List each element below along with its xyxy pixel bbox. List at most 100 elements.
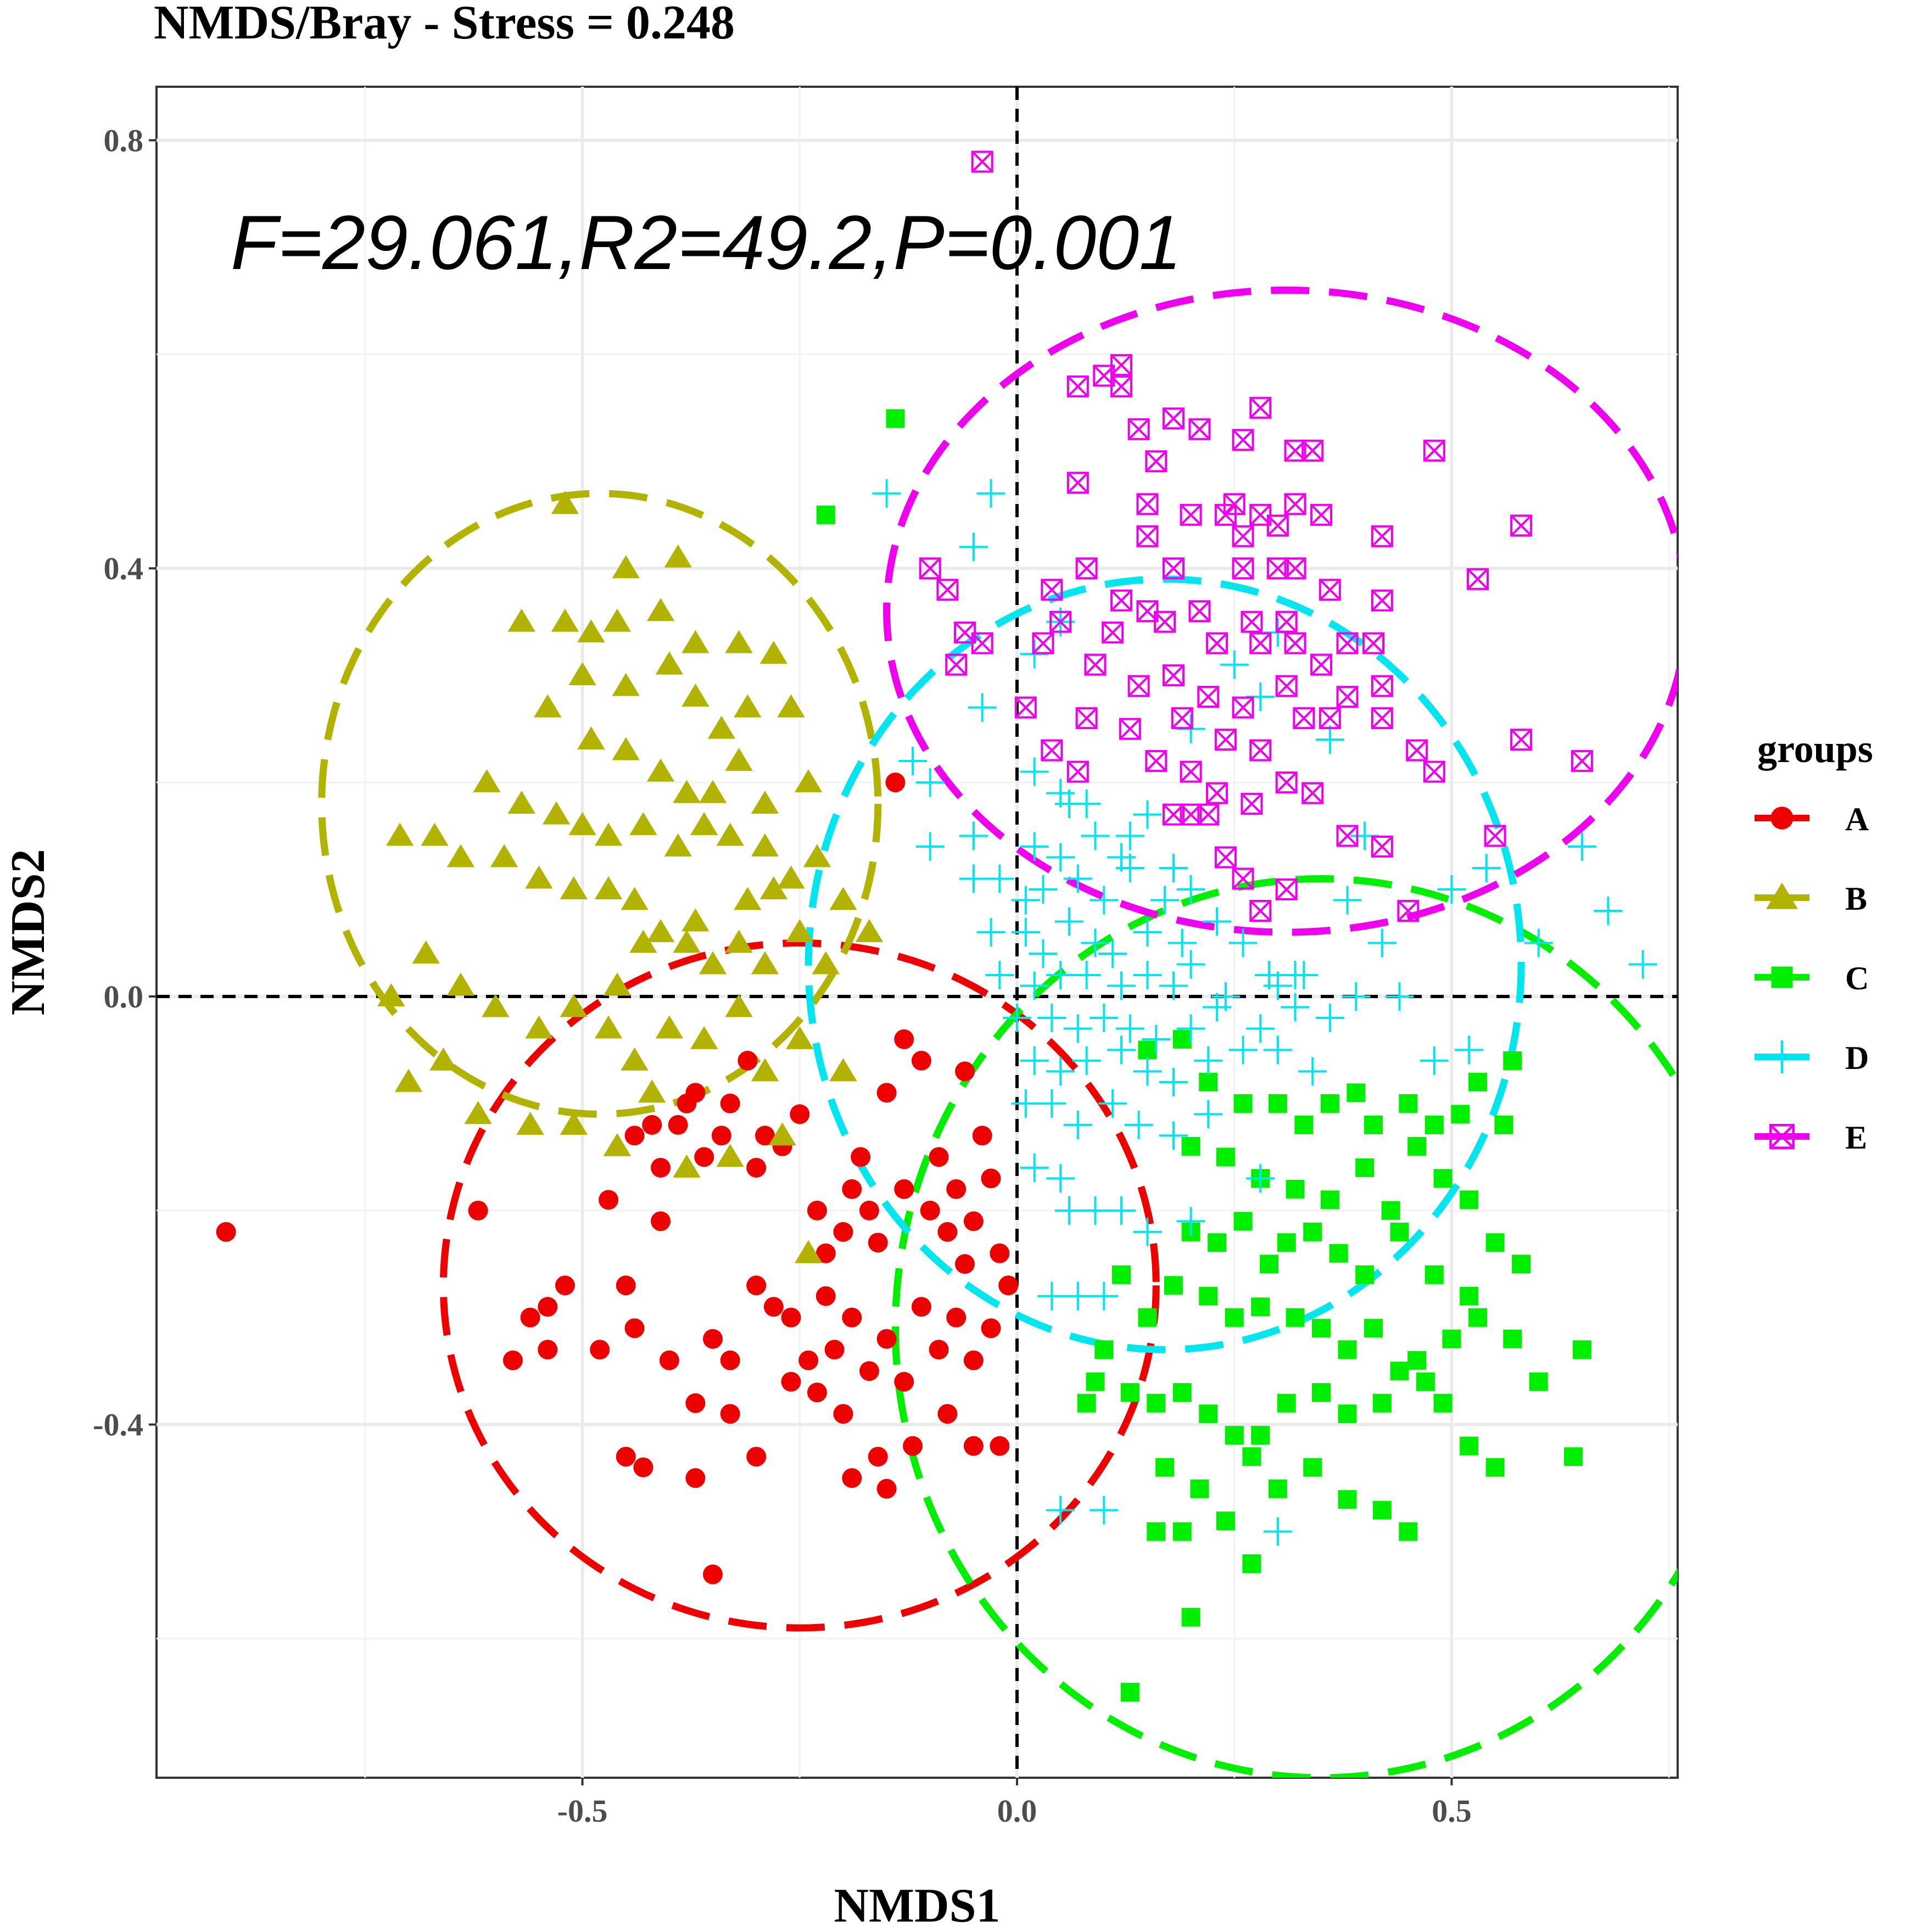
point-c: [1260, 1255, 1279, 1274]
point-b: [594, 1015, 623, 1039]
point-b: [577, 726, 605, 750]
point-e: [1571, 750, 1593, 772]
point-a: [703, 1564, 723, 1584]
point-d: [1115, 1014, 1144, 1043]
y-tick-label: -0.4: [93, 1407, 143, 1443]
legend-item-a: A: [1755, 801, 1869, 837]
point-d: [1020, 971, 1049, 1000]
point-d: [1046, 1164, 1075, 1193]
point-c: [1407, 1351, 1427, 1370]
point-b: [829, 887, 857, 910]
point-c: [1572, 1340, 1591, 1359]
point-c: [1172, 1029, 1192, 1049]
point-d: [1063, 1014, 1092, 1043]
point-a: [842, 1307, 862, 1328]
point-b: [646, 758, 675, 782]
point-d: [1020, 757, 1049, 786]
point-e: [1301, 439, 1324, 462]
point-a: [963, 1350, 984, 1370]
point-e: [1275, 611, 1298, 633]
point-e: [945, 653, 968, 676]
point-c: [1225, 1426, 1244, 1445]
point-d: [1263, 1035, 1292, 1065]
point-e: [1336, 632, 1359, 654]
point-d: [959, 864, 988, 893]
point-d: [1263, 1517, 1292, 1546]
point-d: [1203, 993, 1232, 1022]
point-e: [1075, 707, 1098, 730]
legend-label: C: [1845, 960, 1869, 996]
point-a: [746, 1447, 767, 1467]
point-e: [1136, 525, 1159, 547]
point-e: [1084, 653, 1107, 676]
point-a: [651, 1157, 671, 1178]
point-e: [1180, 760, 1202, 783]
point-b: [794, 769, 823, 793]
point-d: [976, 918, 1005, 947]
point-e: [1423, 760, 1445, 783]
point-c: [1138, 1308, 1157, 1327]
point-e: [1188, 418, 1211, 440]
point-a: [590, 1340, 610, 1360]
x-tick-label: 0.0: [997, 1793, 1037, 1829]
point-a: [738, 1050, 758, 1071]
point-d: [1455, 1035, 1484, 1065]
point-a: [885, 772, 906, 793]
point-c: [1494, 1115, 1513, 1134]
point-e: [1232, 557, 1254, 580]
point-b: [577, 619, 605, 643]
point-d: [1159, 971, 1188, 1000]
point-e: [1041, 739, 1063, 761]
point-e: [1510, 514, 1533, 537]
point-b: [812, 951, 840, 975]
point-e: [1249, 739, 1272, 761]
point-b: [673, 929, 701, 953]
point-e: [1284, 557, 1306, 580]
point-d: [1072, 960, 1101, 989]
point-a: [720, 1404, 740, 1424]
point-c: [1485, 1458, 1505, 1477]
point-b: [551, 608, 579, 632]
point-b: [664, 833, 692, 857]
point-c: [1208, 1233, 1227, 1252]
point-d: [1142, 1024, 1171, 1054]
point-b: [664, 544, 692, 568]
point-c: [1503, 1329, 1522, 1348]
point-a: [920, 1200, 940, 1220]
point-c: [1320, 1094, 1339, 1113]
legend-item-d: D: [1755, 1040, 1869, 1076]
legend-label: A: [1845, 801, 1869, 837]
point-d: [1063, 1281, 1092, 1311]
legend: groups A B C D E: [1755, 727, 1873, 1156]
point-a: [824, 1340, 845, 1360]
point-a: [624, 1318, 645, 1339]
point-c: [1355, 1158, 1375, 1177]
point-b: [855, 919, 884, 942]
point-d: [1437, 875, 1466, 904]
point-b: [725, 748, 753, 771]
point-b: [681, 908, 710, 932]
point-d: [1220, 650, 1249, 679]
point-a: [815, 1286, 836, 1306]
point-b: [377, 983, 405, 1006]
point-b: [594, 822, 623, 846]
point-b: [655, 1015, 684, 1039]
ellipse-a: [439, 939, 1160, 1632]
point-c: [1277, 1393, 1296, 1413]
point-c: [1268, 1094, 1287, 1113]
point-c: [816, 505, 835, 524]
point-a: [859, 1361, 879, 1381]
legend-key-marker: [1769, 1124, 1795, 1149]
point-d: [1133, 800, 1162, 829]
point-c: [1086, 1372, 1105, 1391]
point-a: [538, 1297, 558, 1317]
point-c: [1407, 1136, 1427, 1156]
point-b: [594, 876, 623, 900]
point-e: [1188, 600, 1211, 623]
point-b: [482, 994, 510, 1017]
point-c: [1120, 1683, 1139, 1702]
point-b: [621, 887, 649, 910]
point-b: [707, 715, 736, 739]
point-d: [1133, 918, 1162, 947]
point-d: [1681, 993, 1710, 1021]
